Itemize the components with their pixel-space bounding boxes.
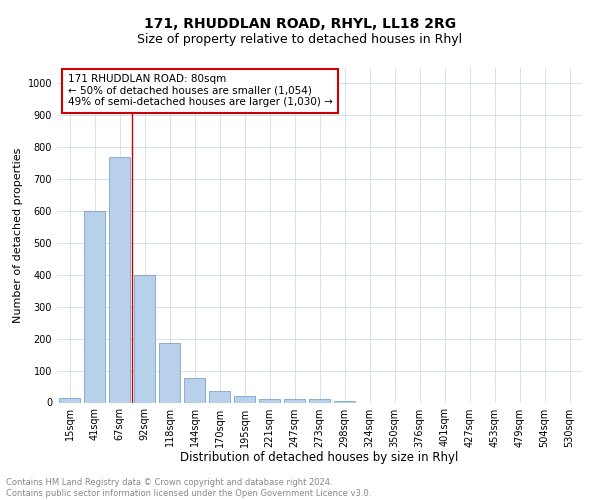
Bar (134, 275, 155, 402)
Bar (84, 211, 105, 402)
Bar (109, 157, 130, 402)
Y-axis label: Number of detached properties: Number of detached properties (13, 148, 23, 322)
Text: Size of property relative to detached houses in Rhyl: Size of property relative to detached ho… (137, 32, 463, 46)
Text: 171, RHUDDLAN ROAD, RHYL, LL18 2RG: 171, RHUDDLAN ROAD, RHYL, LL18 2RG (144, 18, 456, 32)
Text: Contains HM Land Registry data © Crown copyright and database right 2024.
Contai: Contains HM Land Registry data © Crown c… (6, 478, 371, 498)
Bar (234, 396, 255, 402)
Text: 171 RHUDDLAN ROAD: 80sqm
← 50% of detached houses are smaller (1,054)
49% of sem: 171 RHUDDLAN ROAD: 80sqm ← 50% of detach… (67, 74, 332, 108)
Bar (209, 392, 230, 402)
Bar (309, 400, 330, 402)
Bar (334, 400, 355, 402)
Bar (59, 398, 80, 402)
Bar (259, 398, 280, 402)
Bar (284, 398, 305, 402)
X-axis label: Distribution of detached houses by size in Rhyl: Distribution of detached houses by size … (181, 451, 458, 464)
Bar (159, 343, 180, 402)
Bar (184, 378, 205, 402)
